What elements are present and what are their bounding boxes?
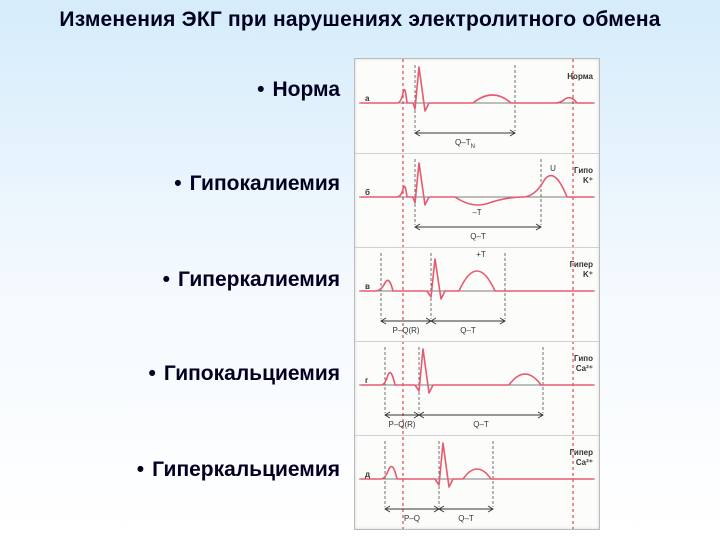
bullet-icon: • xyxy=(174,172,181,196)
svg-text:г: г xyxy=(365,376,369,385)
label-hypocalcemia: • Гипокальциемия xyxy=(20,362,340,386)
svg-text:Q–T: Q–T xyxy=(473,420,489,429)
label-hypokalemia: • Гипокалиемия xyxy=(20,172,340,196)
svg-text:Гипер: Гипер xyxy=(570,448,594,457)
svg-text:Ca²⁺: Ca²⁺ xyxy=(576,364,593,373)
bullet-icon: • xyxy=(148,362,155,386)
svg-text:K⁺: K⁺ xyxy=(583,270,593,279)
svg-text:а: а xyxy=(365,94,370,103)
svg-text:P–Q(R): P–Q(R) xyxy=(392,326,419,335)
bullet-icon: • xyxy=(257,78,264,102)
svg-text:K⁺: K⁺ xyxy=(583,176,593,185)
ecg-strip: P–Q Q–T д ГиперCa²⁺ xyxy=(355,435,599,529)
svg-text:б: б xyxy=(365,188,370,197)
svg-text:U: U xyxy=(550,164,556,173)
labels-column: • Норма • Гипокалиемия • Гиперкалиемия • Гип… xyxy=(20,60,340,520)
svg-text:Ca²⁺: Ca²⁺ xyxy=(576,458,593,467)
bullet-icon: • xyxy=(163,268,170,292)
slide-title: Изменения ЭКГ при нарушениях электролитн… xyxy=(0,8,720,32)
svg-text:P–Q(R): P–Q(R) xyxy=(388,420,415,429)
svg-text:Q–T: Q–T xyxy=(470,232,486,241)
svg-text:Q–T: Q–T xyxy=(460,326,476,335)
svg-text:Гипо: Гипо xyxy=(574,166,593,175)
svg-text:д: д xyxy=(365,470,370,479)
ecg-strip: Q–T б ГипоK⁺ –T U xyxy=(355,153,599,247)
label-hypercalcemia: • Гиперкальциемия xyxy=(20,458,340,482)
label-text: Норма xyxy=(273,78,340,101)
ecg-strip: P–Q(R) Q–T г ГипоCa²⁺ xyxy=(355,341,599,435)
label-text: Гиперкальциемия xyxy=(152,458,340,481)
svg-text:+T: +T xyxy=(476,250,486,259)
ecg-strip: P–Q(R) Q–T в ГиперK⁺ +T xyxy=(355,247,599,341)
label-hyperkalemia: • Гиперкалиемия xyxy=(20,268,340,292)
svg-text:Норма: Норма xyxy=(567,72,593,81)
svg-text:Q–T: Q–T xyxy=(458,514,474,523)
svg-text:Гипо: Гипо xyxy=(574,354,593,363)
bullet-icon: • xyxy=(137,458,144,482)
svg-text:Q–TN: Q–TN xyxy=(455,138,475,150)
svg-text:P–Q: P–Q xyxy=(404,514,420,523)
ecg-panel: Q–TNаНормаQ–TбГипоK⁺–TUP–Q(R)Q–TвГиперK⁺… xyxy=(354,58,600,530)
label-norm: • Норма xyxy=(20,78,340,102)
svg-text:Гипер: Гипер xyxy=(570,260,594,269)
label-text: Гипокалиемия xyxy=(190,172,340,195)
label-text: Гиперкалиемия xyxy=(178,268,340,291)
svg-text:–T: –T xyxy=(472,208,481,217)
label-text: Гипокальциемия xyxy=(164,362,340,385)
ecg-strip: Q–TN а Норма xyxy=(355,59,599,153)
svg-text:в: в xyxy=(365,282,370,291)
